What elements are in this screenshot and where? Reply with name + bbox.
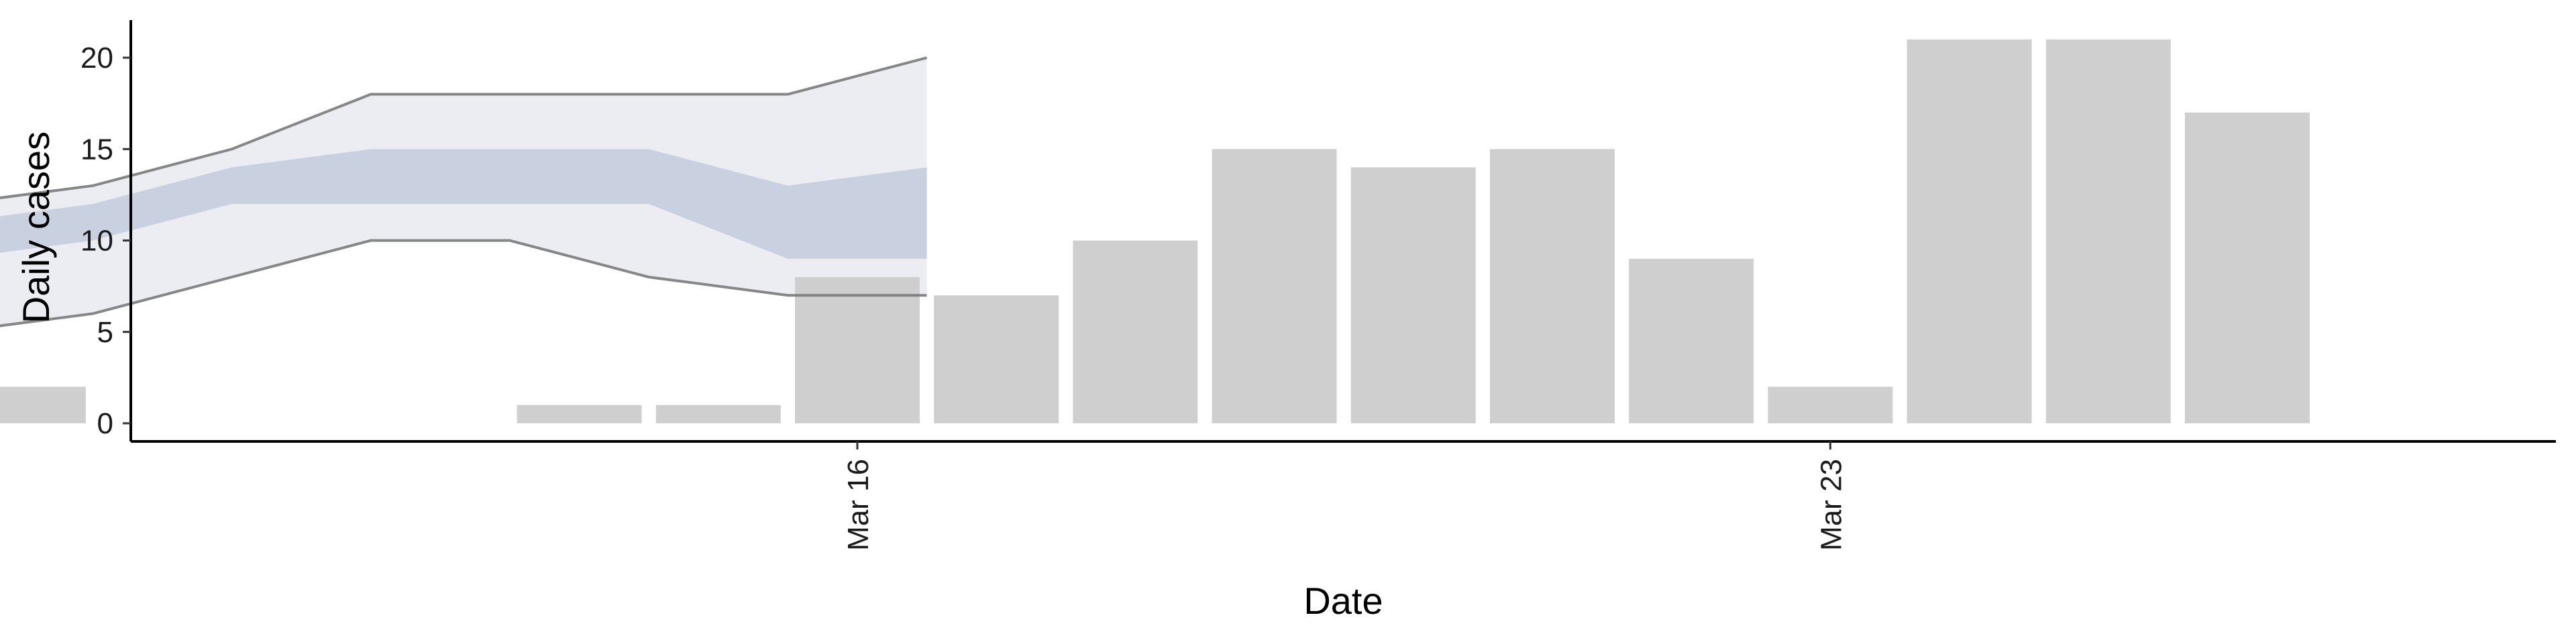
- case-bar: [795, 277, 920, 423]
- case-bar: [0, 386, 86, 423]
- x-tick-label: Mar 23: [1815, 459, 1847, 551]
- case-bar: [1629, 258, 1754, 423]
- y-axis-title: Daily cases: [15, 131, 57, 323]
- y-tick-label: 5: [97, 316, 113, 349]
- lower-bound-line: [0, 239, 927, 327]
- case-bar: [1212, 149, 1337, 423]
- case-bar: [1350, 167, 1476, 423]
- case-bar: [655, 405, 781, 423]
- nowcast-50-interval: [0, 149, 927, 259]
- axes: 0 5 10 15 20 Mar 16 Mar 23: [80, 20, 2556, 551]
- x-axis-ticks: Mar 16 Mar 23: [842, 441, 1847, 551]
- y-tick-label: 20: [80, 42, 113, 74]
- case-bar: [1073, 240, 1198, 423]
- nowcast-bound-lines: [0, 56, 928, 327]
- y-tick-label: 15: [80, 133, 113, 166]
- case-bar: [2185, 112, 2310, 423]
- case-bar: [2045, 39, 2171, 423]
- case-bar: [1490, 149, 1615, 423]
- nowcast-intervals: [0, 58, 927, 326]
- y-axis-ticks: 0 5 10 15 20: [80, 42, 131, 440]
- upper-bound-line: [0, 56, 928, 199]
- case-bar: [1907, 39, 2032, 423]
- x-axis-title: Date: [1303, 580, 1383, 622]
- case-bar: [517, 405, 642, 423]
- case-bar: [934, 295, 1059, 423]
- y-tick-label: 10: [80, 225, 113, 258]
- case-bars: [0, 39, 2310, 423]
- y-tick-label: 0: [97, 407, 113, 440]
- x-tick-label: Mar 16: [842, 459, 875, 551]
- case-bar: [1768, 386, 1893, 423]
